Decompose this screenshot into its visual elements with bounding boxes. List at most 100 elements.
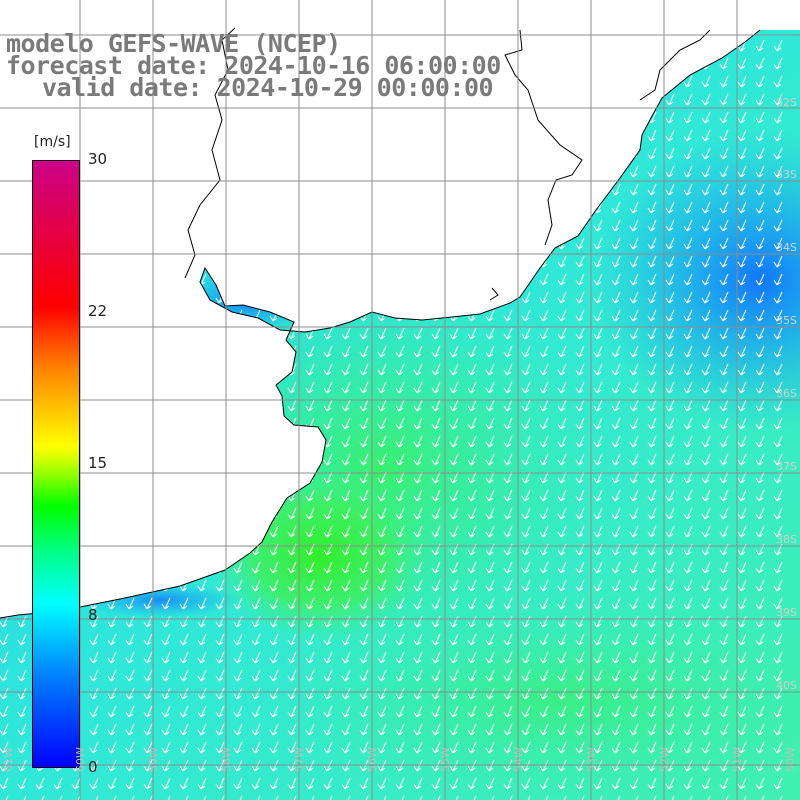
wind-arrow <box>269 129 279 142</box>
wind-arrow <box>485 525 495 538</box>
wind-arrow <box>17 669 27 682</box>
wind-arrow <box>287 165 297 178</box>
wind-arrow <box>233 165 243 178</box>
wind-arrow <box>413 471 423 484</box>
wind-arrow <box>557 39 567 52</box>
wind-arrow <box>755 147 765 160</box>
wind-arrow <box>611 237 621 250</box>
wind-arrow <box>593 309 603 322</box>
wind-arrow <box>701 75 711 88</box>
wind-arrow <box>233 435 243 448</box>
wind-arrow <box>89 705 99 718</box>
wind-arrow <box>683 633 693 646</box>
wind-arrow <box>431 327 441 340</box>
wind-arrow <box>341 39 351 52</box>
wind-arrow <box>665 309 675 322</box>
wind-arrow <box>647 597 657 610</box>
wind-arrow <box>629 399 639 412</box>
wind-arrow <box>665 651 675 664</box>
wind-arrow <box>107 219 117 232</box>
wind-arrow <box>107 615 117 628</box>
wind-arrow <box>629 633 639 646</box>
wind-arrow <box>629 57 639 70</box>
wind-arrow <box>17 525 27 538</box>
wind-arrow <box>0 147 9 160</box>
wind-arrow <box>737 417 747 430</box>
wind-arrow <box>737 345 747 358</box>
wind-arrow <box>431 291 441 304</box>
wind-arrow <box>665 381 675 394</box>
wind-arrow <box>197 615 207 628</box>
wind-arrow <box>647 417 657 430</box>
wind-arrow <box>467 111 477 124</box>
wind-arrow <box>413 255 423 268</box>
wind-arrow <box>521 669 531 682</box>
wind-arrow <box>359 777 369 790</box>
wind-arrow <box>395 417 405 430</box>
wind-arrow <box>503 291 513 304</box>
wind-arrow <box>449 669 459 682</box>
wind-arrow <box>629 381 639 394</box>
wind-arrow <box>323 345 333 358</box>
wind-arrow <box>0 129 9 142</box>
wind-arrow <box>575 417 585 430</box>
wind-arrow <box>197 597 207 610</box>
wind-arrow <box>89 237 99 250</box>
wind-arrow <box>197 525 207 538</box>
wind-arrow <box>0 255 9 268</box>
wind-arrow <box>431 705 441 718</box>
wind-arrow <box>431 687 441 700</box>
wind-arrow <box>521 75 531 88</box>
wind-arrow <box>503 705 513 718</box>
wind-arrow <box>413 219 423 232</box>
wind-arrow <box>0 435 9 448</box>
wind-arrow <box>593 57 603 70</box>
wind-arrow <box>719 705 729 718</box>
wind-arrow <box>251 525 261 538</box>
wind-arrow <box>107 507 117 520</box>
wind-arrow <box>341 381 351 394</box>
wind-arrow <box>359 471 369 484</box>
wind-arrow <box>341 525 351 538</box>
wind-arrow <box>773 309 783 322</box>
wind-arrow <box>449 741 459 754</box>
wind-arrow <box>341 741 351 754</box>
wind-arrow <box>683 129 693 142</box>
wind-arrow <box>431 633 441 646</box>
wind-arrow <box>269 183 279 196</box>
wind-arrow <box>665 345 675 358</box>
wind-arrow <box>611 561 621 574</box>
wind-arrow <box>575 777 585 790</box>
wind-arrow <box>503 507 513 520</box>
wind-arrow <box>233 633 243 646</box>
wind-arrow <box>179 525 189 538</box>
wind-arrow <box>143 579 153 592</box>
wind-arrow <box>233 363 243 376</box>
wind-arrow <box>611 723 621 736</box>
wind-arrow <box>179 345 189 358</box>
wind-arrow <box>161 237 171 250</box>
wind-arrow <box>53 777 63 790</box>
wind-arrow <box>197 471 207 484</box>
wind-arrow <box>179 507 189 520</box>
longitude-label: 54W <box>512 747 525 772</box>
wind-arrow <box>449 561 459 574</box>
wind-arrow <box>665 633 675 646</box>
wind-arrow <box>701 201 711 214</box>
wind-arrow <box>233 471 243 484</box>
wind-arrow <box>305 165 315 178</box>
wind-arrow <box>233 255 243 268</box>
wind-arrow <box>611 129 621 142</box>
wind-arrow <box>395 669 405 682</box>
wind-arrow <box>305 129 315 142</box>
wind-arrow <box>0 741 9 754</box>
wind-arrow <box>341 399 351 412</box>
wind-arrow <box>143 309 153 322</box>
wind-arrow <box>143 273 153 286</box>
wind-arrow <box>143 327 153 340</box>
latitude-label: 36S <box>776 387 797 400</box>
wind-arrow <box>269 705 279 718</box>
wind-arrow <box>0 795 9 800</box>
model-title: modelo GEFS-WAVE (NCEP) <box>6 29 341 58</box>
